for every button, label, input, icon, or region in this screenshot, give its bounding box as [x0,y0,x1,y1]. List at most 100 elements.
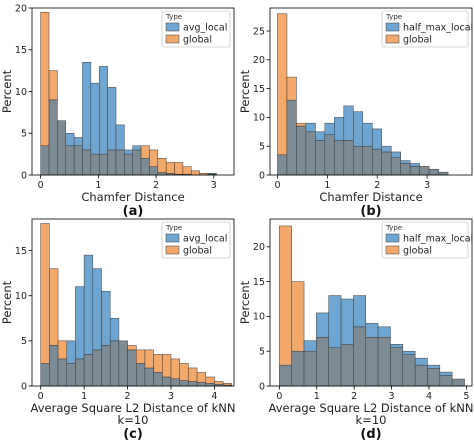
histogram-bar-global [174,162,184,175]
histogram-bar-overlap [144,367,154,387]
axes-frame [31,218,235,387]
histogram-bar-overlap [362,145,373,176]
histogram-bar-global [136,349,146,364]
y-tick-label: 10 [253,113,265,124]
histogram-bar-half_max_local [362,122,373,147]
y-axis-label: Percent [238,69,252,113]
histogram-bar-overlap [40,363,50,387]
x-tick-label: 4 [211,391,217,402]
histogram-bar-half_max_local [305,122,316,133]
histogram-bar-overlap [115,149,125,176]
x-tick-label: 4 [426,391,432,402]
histogram-bar-overlap [328,347,342,387]
y-tick-label: 5 [259,347,265,358]
x-axis-label: Chamfer Distance [319,190,422,204]
histogram-bar-overlap [98,153,108,176]
histogram-bar-overlap [82,149,92,176]
histogram-bar-global [277,13,288,156]
histogram-bar-avg_local [98,66,108,155]
histogram-bar-half_max_local [353,111,364,147]
x-tick-label: 3 [389,391,395,402]
histogram-bar-overlap [427,368,441,387]
histogram-bar-overlap [196,382,207,387]
histogram-bar-half_max_local [390,151,401,158]
y-tick-label: 20 [253,242,265,253]
y-tick-label: 15 [253,84,265,95]
histogram-bar-global [286,76,297,101]
histogram-bar-avg_local [109,318,120,342]
histogram-bar-avg_local [115,124,125,151]
x-tick-label: 1 [81,391,87,402]
histogram-bar-half_max_local [381,145,392,153]
histogram-bar-overlap [149,166,159,176]
y-tick-label: 15 [15,45,27,56]
histogram-bar-half_max_local [334,117,345,141]
x-tick-label: 0 [38,391,44,402]
y-tick-label: 0 [21,170,27,181]
legend-label-half_max_local: half_max_local [403,23,473,34]
histogram-bar-overlap [402,354,416,387]
y-axis-label: Percent [0,280,14,324]
histogram-bar-overlap [57,358,68,387]
legend-box [381,221,469,259]
histogram-bar-half_max_local [409,163,420,167]
histogram-bar-overlap [353,326,367,387]
legend-label-global: global [403,35,432,46]
histogram-bar-global [196,372,207,383]
y-tick-label: 5 [21,336,27,347]
histogram-bar-overlap [132,149,142,176]
x-tick-label: 2 [125,391,131,402]
histogram-bar-overlap [153,372,163,387]
histogram-bar-half_max_local [353,295,367,328]
histogram-bar-half_max_local [315,131,326,141]
histogram-bar-global [179,363,189,381]
histogram-bar-global [149,149,159,167]
histogram-bar-overlap [324,134,335,176]
histogram-bar-overlap [66,363,76,387]
x-tick-label: 2 [374,180,380,191]
histogram-bar-half_max_local [414,357,428,366]
panel-caption: (c) [123,427,143,442]
histogram-bar-overlap [343,140,354,176]
histogram-bar-overlap [140,158,150,176]
histogram-bar-overlap [101,345,111,387]
histogram-bar-global [188,367,198,382]
histogram-bar-avg_local [73,137,83,147]
histogram-bar-overlap [57,120,67,176]
histogram-bar-overlap [65,145,75,176]
legend-label-global: global [183,35,212,46]
histogram-bar-global [279,225,292,366]
y-axis-label: Percent [0,69,14,113]
legend-label-global: global [183,246,212,257]
histogram-bar-half_max_local [303,340,317,352]
x-tick-label: 1 [95,180,101,191]
y-tick-label: 10 [253,312,265,323]
x-tick-label: 1 [324,180,330,191]
histogram-bar-global [144,349,154,369]
histogram-bar-avg_local [207,173,217,175]
histogram-bar-overlap [205,383,215,387]
histogram-bar-overlap [340,344,354,387]
histogram-bar-avg_local [90,82,100,155]
panel-caption: (d) [360,427,381,442]
legend-swatch-half_max_local [385,22,400,32]
histogram-bar-overlap [49,345,59,387]
histogram-bar-global [57,340,68,360]
histogram-bar-global [49,268,59,346]
y-tick-label: 0 [259,381,265,392]
y-tick-label: 5 [21,129,27,140]
histogram-bar-overlap [438,171,449,176]
legend-label-global: global [403,246,432,257]
x-tick-label: 0 [274,180,280,191]
histogram-bar-overlap [124,153,133,176]
histogram-bar-half_max_local [365,323,379,338]
x-tick-label: 1 [314,391,320,402]
histogram-bar-avg_local [92,268,102,351]
histogram-bar-overlap [179,380,189,387]
y-tick-label: 0 [259,170,265,181]
histogram-bar-overlap [390,157,401,176]
y-tick-label: 15 [15,246,27,257]
histogram-bar-half_max_local [328,295,342,348]
histogram-bar-overlap [92,349,102,387]
